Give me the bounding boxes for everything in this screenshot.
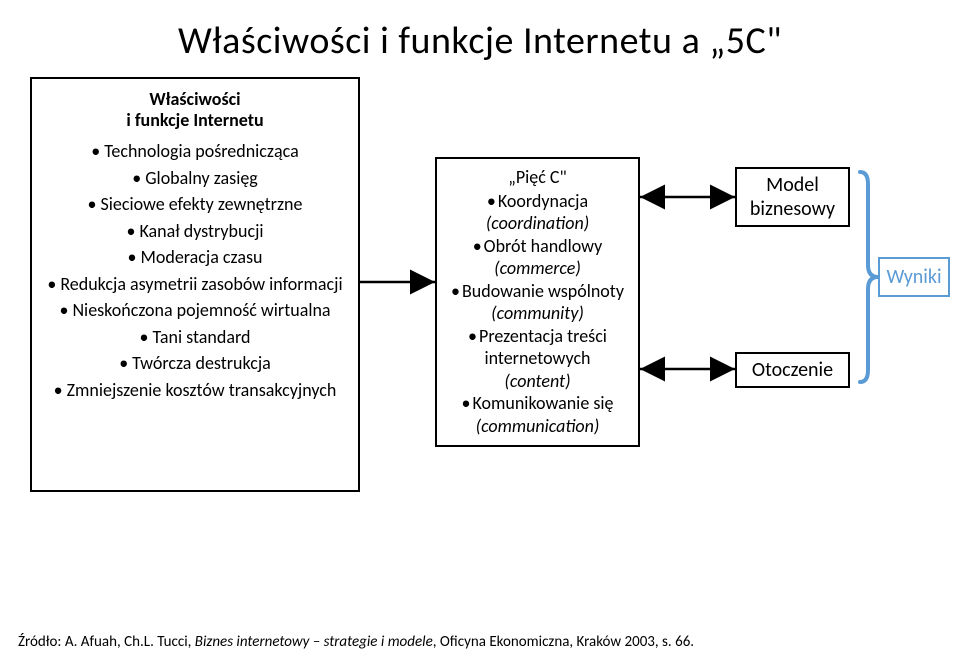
properties-box: Właściwości i funkcje Internetu Technolo… [30,77,360,492]
otoczenie-box: Otoczenie [735,352,850,388]
source-citation: Źródło: A. Afuah, Ch.L. Tucci, Biznes in… [18,633,694,651]
page-title: Właściwości i funkcje Internetu a „5C" [0,0,960,72]
five-c-box: „Pięć C" KoordynacjacoordinationObrót ha… [435,157,640,447]
properties-list: Technologia pośrednicząca Globalny zasięg… [46,140,344,401]
five-c-item: Komunikowanie sięcommunication [443,392,632,437]
properties-header: Właściwości i funkcje Internetu [46,89,344,130]
properties-item: Tani standard [46,326,344,349]
five-c-item: Budowanie wspólnotycommunity [443,280,632,325]
five-c-header: „Pięć C" [443,167,632,188]
five-c-item: Obrót handlowycommerce [443,235,632,280]
properties-item: Twórcza destrukcja [46,352,344,375]
properties-item: Moderacja czasu [46,246,344,269]
properties-item: Zmniejszenie kosztów transakcyjnych [46,379,344,402]
properties-item: Nieskończona pojemność wirtualna [46,299,344,322]
properties-item: Kanał dystrybucji [46,220,344,243]
properties-item: Globalny zasięg [46,167,344,190]
five-c-item: Prezentacja treści internetowychcontent [443,325,632,393]
properties-item: Sieciowe efekty zewnętrzne [46,193,344,216]
five-c-item: Koordynacjacoordination [443,190,632,235]
wyniki-box: Wyniki [878,257,950,297]
model-box: Model biznesowy [735,167,850,227]
properties-item: Technologia pośrednicząca [46,140,344,163]
five-c-list: KoordynacjacoordinationObrót handlowycom… [443,190,632,438]
properties-item: Redukcja asymetrii zasobów informacji [46,273,344,296]
diagram-canvas: Właściwości i funkcje Internetu Technolo… [0,72,960,632]
